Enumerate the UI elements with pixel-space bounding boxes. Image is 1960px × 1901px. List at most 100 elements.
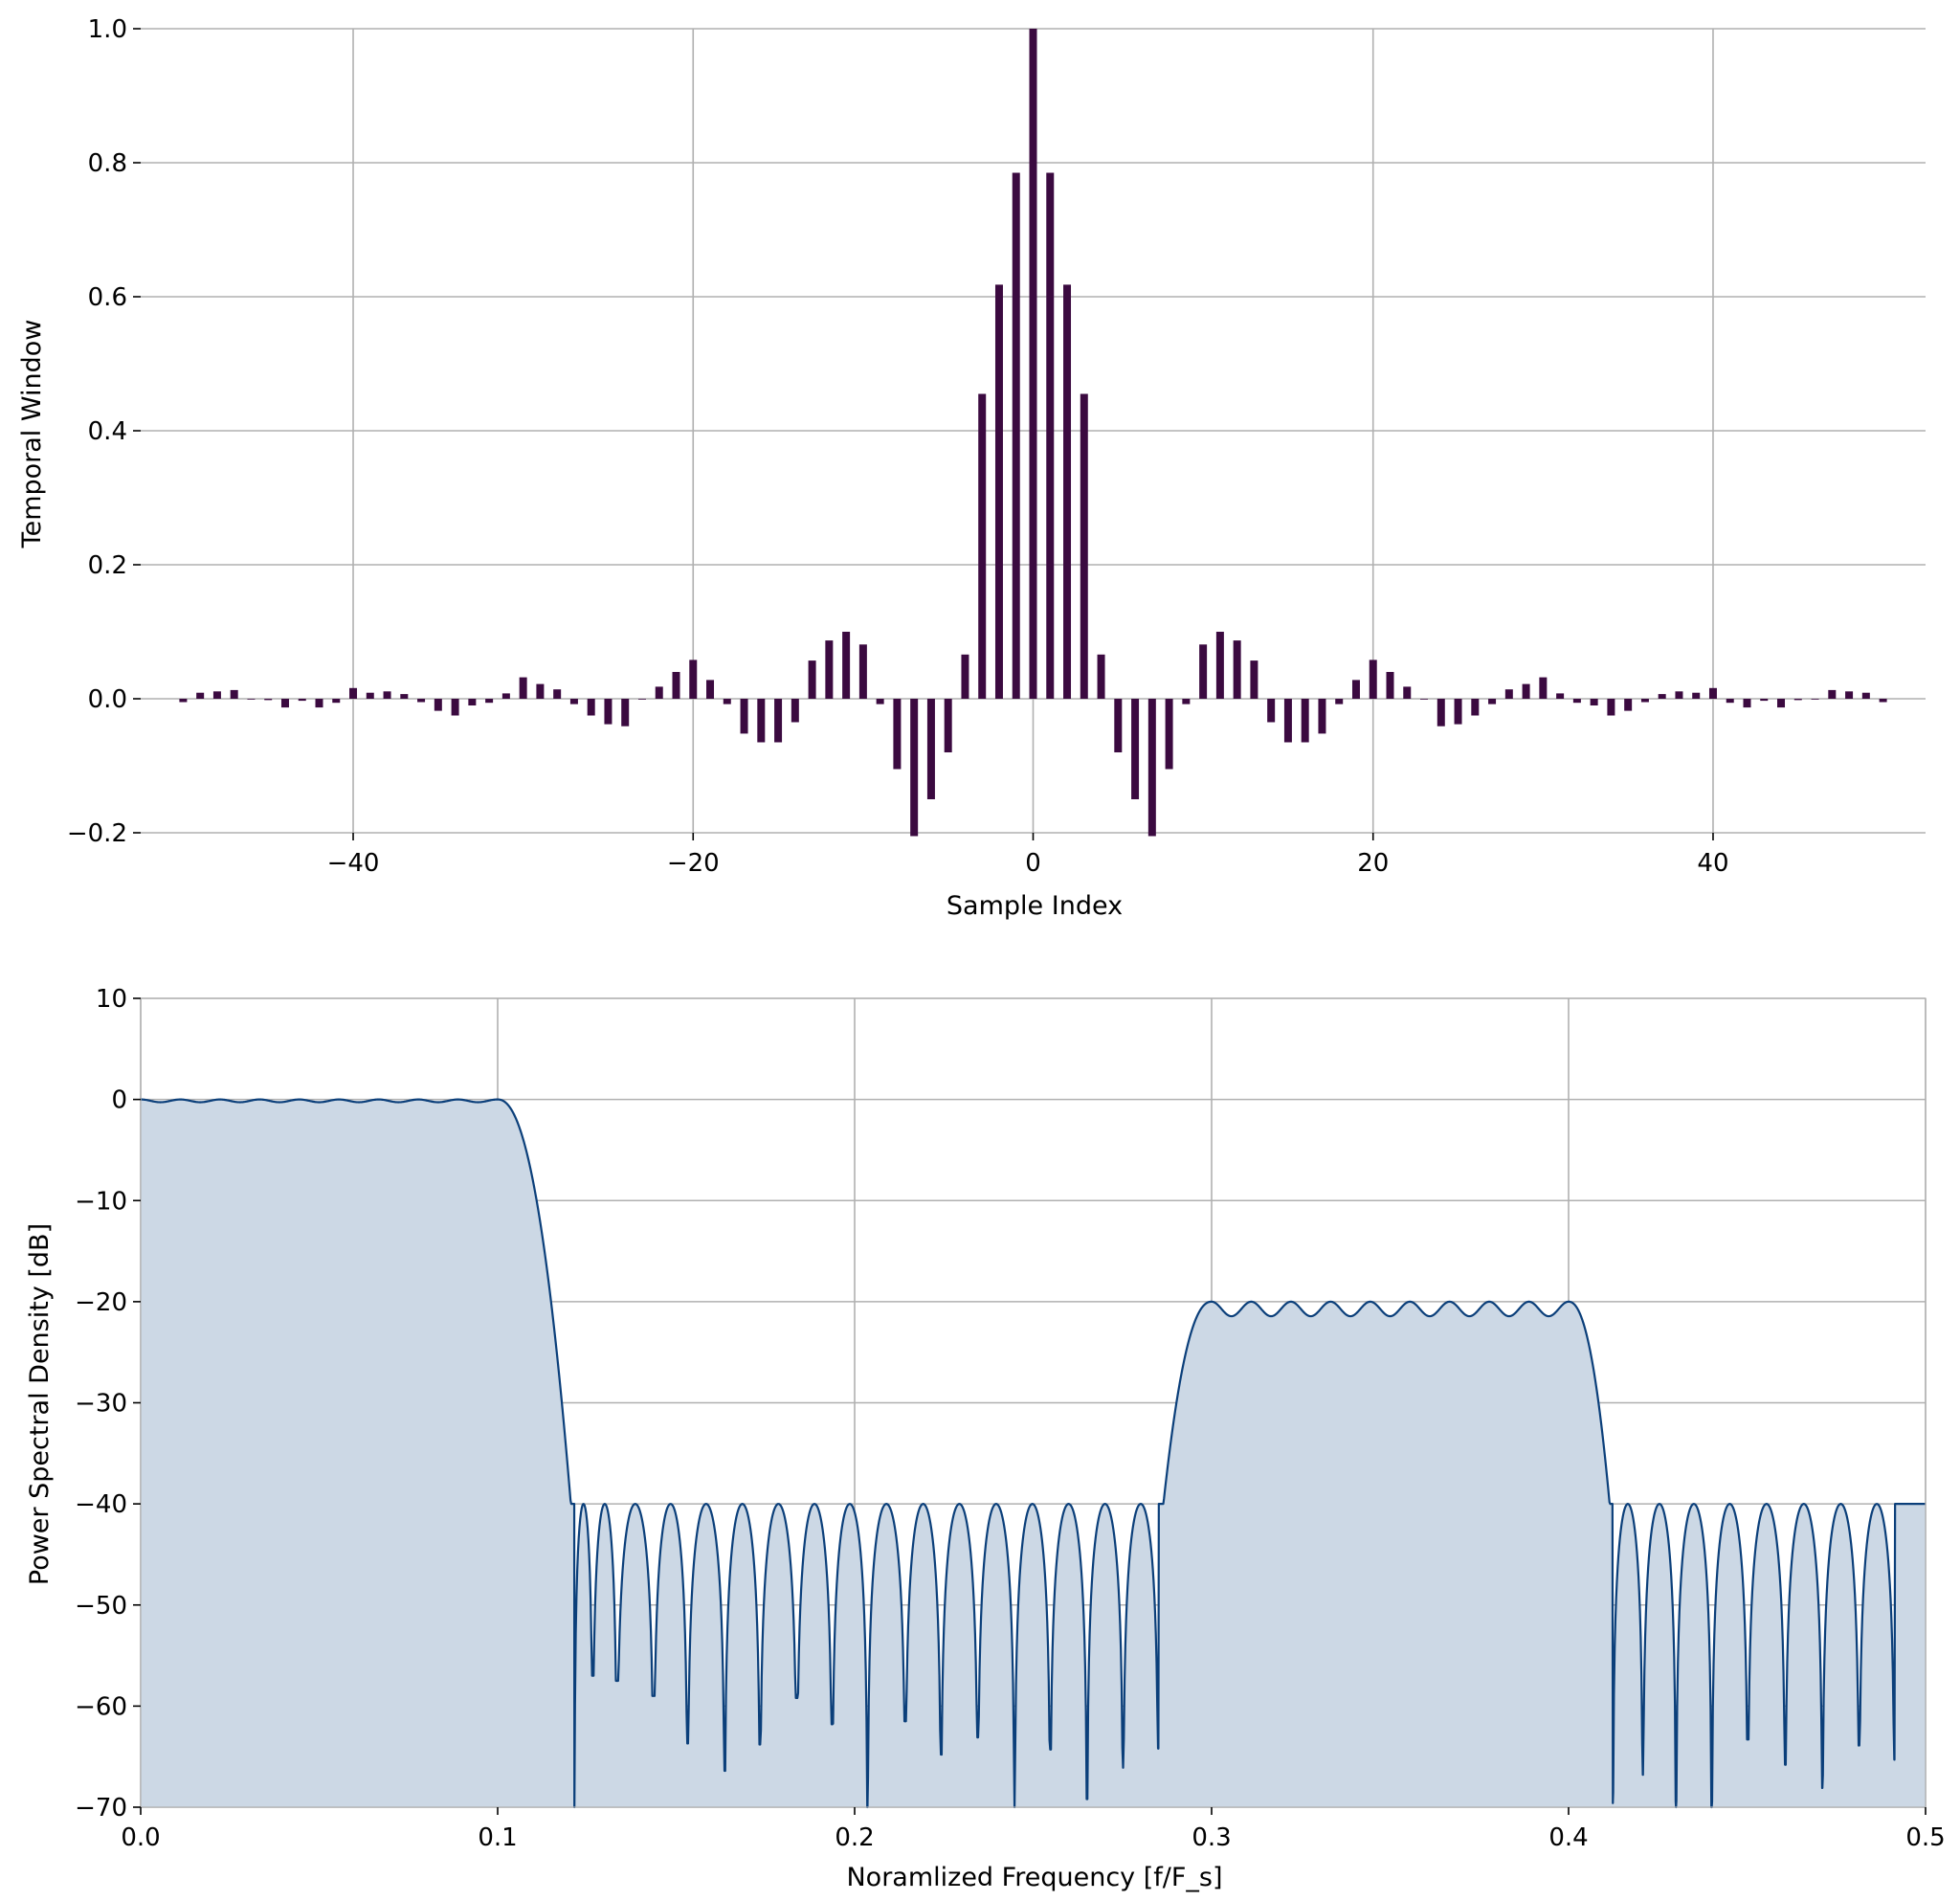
ytick-label: −0.2: [67, 819, 127, 848]
bar: [1029, 29, 1037, 699]
bar: [349, 687, 358, 699]
bar: [1131, 699, 1140, 799]
psd-line: [140, 1098, 1927, 1809]
bar: [1080, 393, 1088, 699]
bar: [468, 699, 477, 705]
bar: [1726, 699, 1734, 704]
bar: [1471, 699, 1480, 716]
ytick-label: 0.4: [88, 417, 127, 446]
bar: [637, 699, 646, 700]
psd-xlabel: Noramlized Frequency [f/F_s]: [846, 1863, 1222, 1892]
bar: [1658, 694, 1666, 699]
bar: [1046, 172, 1055, 699]
xtick-label: 0.0: [121, 1823, 160, 1852]
bar: [383, 691, 391, 699]
bar: [451, 699, 459, 716]
xtick-label: 0.5: [1905, 1823, 1945, 1852]
bar: [485, 699, 494, 704]
bar: [1165, 699, 1173, 770]
bar: [400, 694, 409, 699]
bar: [1147, 699, 1156, 837]
bar: [1556, 693, 1565, 699]
bar: [791, 699, 799, 723]
bar: [1675, 691, 1683, 699]
bar: [1845, 691, 1854, 699]
ytick-label: 0: [111, 1086, 127, 1115]
bar: [1369, 660, 1377, 699]
bar: [944, 699, 952, 752]
bar: [1692, 692, 1701, 699]
bar: [1199, 644, 1208, 699]
bar: [1828, 689, 1837, 699]
bar: [1182, 699, 1191, 704]
xtick-label: 0.4: [1548, 1823, 1588, 1852]
bar: [1811, 699, 1819, 700]
bar: [1640, 699, 1649, 703]
bar: [994, 284, 1003, 699]
bar: [740, 699, 748, 734]
bar: [1437, 699, 1445, 727]
bar: [1743, 699, 1751, 708]
bar: [858, 644, 867, 699]
bar: [1420, 699, 1429, 700]
bar: [876, 699, 884, 704]
bar: [264, 699, 273, 701]
bar: [569, 699, 578, 704]
bar: [621, 699, 630, 727]
psd-ticks: 10 0 −10 −20 −30 −40 −50 −60 −700.0 0.1 0.2 0.3 0.4 0…: [75, 985, 1946, 1852]
bar: [315, 699, 323, 708]
ytick-label: 0.8: [88, 149, 127, 178]
bar: [1335, 699, 1344, 704]
xtick-label: 0: [1025, 849, 1041, 878]
bar: [842, 632, 851, 699]
bar: [434, 699, 442, 711]
bar: [1114, 699, 1123, 752]
ytick-label: −30: [75, 1390, 127, 1419]
psd-ylabel: Power Spectral Density [dB]: [25, 1223, 55, 1585]
xtick-label: 0.3: [1192, 1823, 1231, 1852]
bar: [1861, 692, 1870, 699]
temporal-window-xlabel: Sample Index: [947, 891, 1123, 921]
ytick-label: −50: [75, 1592, 127, 1621]
bar: [230, 689, 238, 699]
bar: [366, 692, 374, 699]
ytick-label: −20: [75, 1288, 127, 1317]
bar: [1250, 660, 1258, 699]
power-spectral-density-chart: 10 0 −10 −20 −30 −40 −50 −60 −700.0 0.1 0.2 0.3 0.4 0…: [25, 985, 1946, 1892]
temporal-window-bars: [179, 29, 1887, 837]
bar: [910, 699, 919, 837]
bar: [1351, 680, 1360, 699]
bar: [196, 692, 205, 699]
bar: [672, 672, 680, 699]
xtick-label: 40: [1697, 849, 1728, 878]
bar: [553, 689, 562, 699]
bar: [1267, 699, 1276, 723]
bar: [212, 691, 221, 699]
xtick-label: 0.2: [835, 1823, 874, 1852]
bar: [298, 699, 306, 702]
bar: [1708, 687, 1717, 699]
bar: [1504, 689, 1513, 699]
bar: [1879, 699, 1887, 703]
bar: [1760, 699, 1769, 702]
bar: [893, 699, 902, 770]
bar: [1283, 699, 1292, 743]
temporal-window-ticks: −0.2 0.0 0.2 0.4 0.6 0.8 1.0 −40 −20 0 20 40: [67, 15, 1729, 878]
bar: [1063, 284, 1072, 699]
bar: [1454, 699, 1462, 725]
bar: [332, 699, 341, 704]
bar: [689, 660, 698, 699]
bar: [604, 699, 612, 725]
bar: [978, 393, 987, 699]
ytick-label: 10: [96, 985, 127, 1014]
bar: [1403, 686, 1412, 699]
temporal-window-chart: −0.2 0.0 0.2 0.4 0.6 0.8 1.0 −40 −20 0 20 40 Sample…: [17, 15, 1926, 921]
bar: [417, 699, 426, 703]
bar: [1607, 699, 1615, 716]
bar: [1793, 699, 1802, 701]
bar: [1233, 640, 1241, 699]
bar: [723, 699, 731, 704]
bar: [1522, 683, 1530, 699]
xtick-label: 0.1: [478, 1823, 517, 1852]
bar: [926, 699, 935, 799]
